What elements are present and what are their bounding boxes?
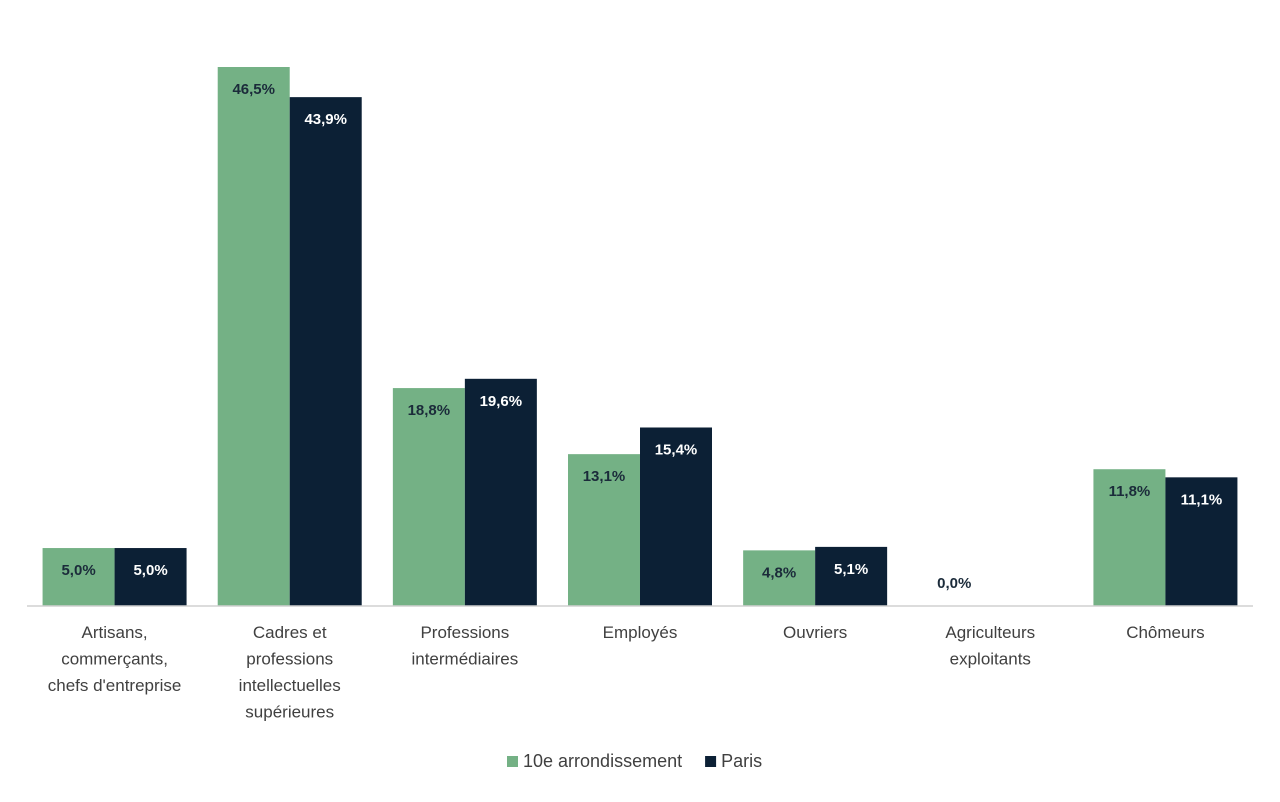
legend-swatch [507,756,518,767]
value-label: 13,1% [583,468,626,485]
bar [743,550,816,606]
x-tick-label: Employés [603,623,678,642]
value-label: 5,0% [61,562,95,579]
x-tick-label-line: commerçants, [61,650,168,669]
x-tick-label: Cadres et professions intellectuelles supér… [239,623,341,722]
bar [42,548,115,606]
x-tick-label: Chômeurs [1126,623,1204,642]
legend-swatch [705,756,717,767]
x-tick-label-line: Cadres et [253,623,327,642]
legend-label: 10e arrondissement [523,751,682,771]
x-tick-label-line: Agriculteurs [945,623,1035,642]
x-tick-label: Agriculteurs exploitants [945,623,1035,669]
bar [464,378,537,606]
legend: 10e arrondissement Paris [507,751,762,771]
bar [815,546,888,606]
bar [1165,477,1238,606]
x-tick-label-line: Employés [603,623,678,642]
value-label: 11,8% [1109,483,1151,500]
value-label: 0,0% [937,575,971,592]
x-tick-label-line: exploitants [950,650,1031,669]
bar [217,67,290,606]
x-tick-label: Ouvriers [783,623,847,642]
x-tick-label-line: Ouvriers [783,623,847,642]
value-label: 11,1% [1181,491,1223,508]
value-label: 43,9% [304,111,347,128]
value-label: 19,6% [480,393,523,410]
value-label: 46,5% [232,81,275,98]
x-tick-label-line: chefs d'entreprise [48,676,182,695]
bar [392,388,465,606]
x-tick-label-line: intermédiaires [411,650,518,669]
x-tick-label-line: Artisans, [82,623,148,642]
value-label: 4,8% [762,564,796,581]
bar [568,454,640,606]
x-tick-label-line: intellectuelles [239,676,341,695]
bar [114,548,187,606]
value-label: 18,8% [408,402,451,419]
x-tick-label-line: supérieures [245,703,334,722]
value-label: 15,4% [655,441,698,458]
bar [289,97,362,606]
bar [640,427,712,606]
value-label: 5,1% [834,561,868,578]
bar [1093,469,1166,606]
x-tick-label: Professions intermédiaires [411,623,518,669]
x-tick-label-line: Professions [420,623,509,642]
x-tick-label: Artisans, commerçants, chefs d'entreprise [48,623,182,695]
x-tick-label-line: professions [246,650,333,669]
legend-label: Paris [721,751,762,771]
x-tick-label-line: Chômeurs [1126,623,1204,642]
value-label: 5,0% [133,562,167,579]
